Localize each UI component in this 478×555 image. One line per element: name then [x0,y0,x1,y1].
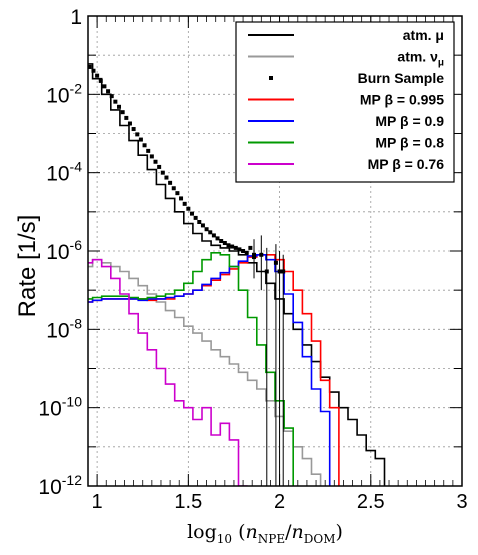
x-tick-label: 3 [456,491,467,513]
burn-sample-point [281,269,286,274]
burn-sample-point [233,245,238,250]
legend-label: atm. μ [403,27,444,43]
burn-sample-point [259,252,264,257]
burn-sample-point [164,175,169,180]
burn-sample-point [226,243,231,248]
burn-sample-point [241,249,246,253]
legend-marker [269,76,273,80]
burn-sample-point [109,94,114,99]
y-tick-label: 10-8 [46,315,82,342]
burn-sample-point [160,170,165,175]
burn-sample-point [222,241,227,246]
x-tick-label: 2 [274,491,285,513]
burn-sample-point [149,154,154,159]
x-label-n1-sub: NPE [258,532,285,546]
burn-sample-point [98,78,103,83]
x-tick-label: 2.5 [357,491,385,513]
x-label-close: ) [336,521,343,543]
y-tick-label: 10-6 [46,237,82,264]
burn-sample-point [91,68,96,73]
legend-label: MP β = 0.995 [360,92,444,108]
burn-sample-point [88,64,92,69]
y-tick-label: 10-10 [38,394,82,421]
burn-sample-point [211,233,216,238]
legend-label: MP β = 0.9 [375,113,444,129]
burn-sample-point [215,236,220,241]
y-tick-label: 1 [70,6,82,29]
burn-sample-point [182,201,187,206]
burn-sample-point [273,260,278,265]
burn-sample-point [244,250,249,255]
burn-sample-point [189,211,194,216]
y-tick-label: 10-4 [46,159,82,186]
x-label-log: log [187,521,217,543]
burn-sample-point [102,84,107,89]
burn-sample-point [252,252,257,257]
burn-sample-point [219,239,224,244]
x-label-open: ( [232,521,245,543]
burn-sample-point [142,143,147,148]
legend-label: atm. νμ [397,49,444,69]
x-tick-label: 1.5 [174,491,202,513]
x-label-n2: n [292,521,304,543]
tick-labels: 1 1.5 2 2.5 3 1 10-2 10-4 10-6 10-8 10-10 10-12 [38,6,467,513]
burn-sample-point [168,180,173,185]
burn-sample-point [106,89,111,94]
burn-sample-point [157,164,162,169]
burn-sample-point [124,115,129,120]
burn-sample-point [248,245,253,250]
x-label-log-base: 10 [217,532,232,546]
x-label-n1: n [246,521,258,543]
burn-sample-point [208,230,213,235]
x-label-slash: / [285,521,292,543]
burn-sample-point [277,269,282,274]
burn-sample-point [175,191,180,196]
legend-label: MP β = 0.76 [368,156,445,172]
burn-sample-point [200,223,205,228]
x-tick-label: 1 [92,491,103,513]
legend-box [235,21,455,183]
legend-label: Burn Sample [358,70,445,86]
y-tick-label: 10-12 [38,472,82,499]
burn-sample-point [131,127,136,132]
burn-sample-point [237,247,242,252]
burn-sample-point [127,121,132,126]
burn-sample-point [204,227,209,232]
plot-series [88,63,386,486]
burn-sample-point [171,186,176,191]
y-tick-label: 10-2 [46,80,82,107]
burn-sample-point [186,206,191,211]
burn-sample-point [117,104,122,109]
burn-sample-point [138,137,143,142]
burn-sample-point [95,73,100,78]
legend-label: MP β = 0.8 [375,135,444,151]
burn-sample-point [230,244,235,249]
y-axis-label: Rate [1/s] [14,215,41,318]
burn-sample-point [120,110,125,115]
burn-sample-point [197,220,202,225]
x-label-n2-sub: DOM [304,532,336,546]
burn-sample-point [146,148,151,153]
burn-sample-point [135,132,140,137]
series-line [88,258,248,486]
x-axis-label: log10 (nNPE/nDOM) [187,521,343,546]
burn-sample-point [113,99,118,104]
burn-sample-point [153,159,158,164]
burn-sample-point [179,196,184,201]
burn-sample-point [264,269,269,274]
burn-sample-point [193,215,198,220]
